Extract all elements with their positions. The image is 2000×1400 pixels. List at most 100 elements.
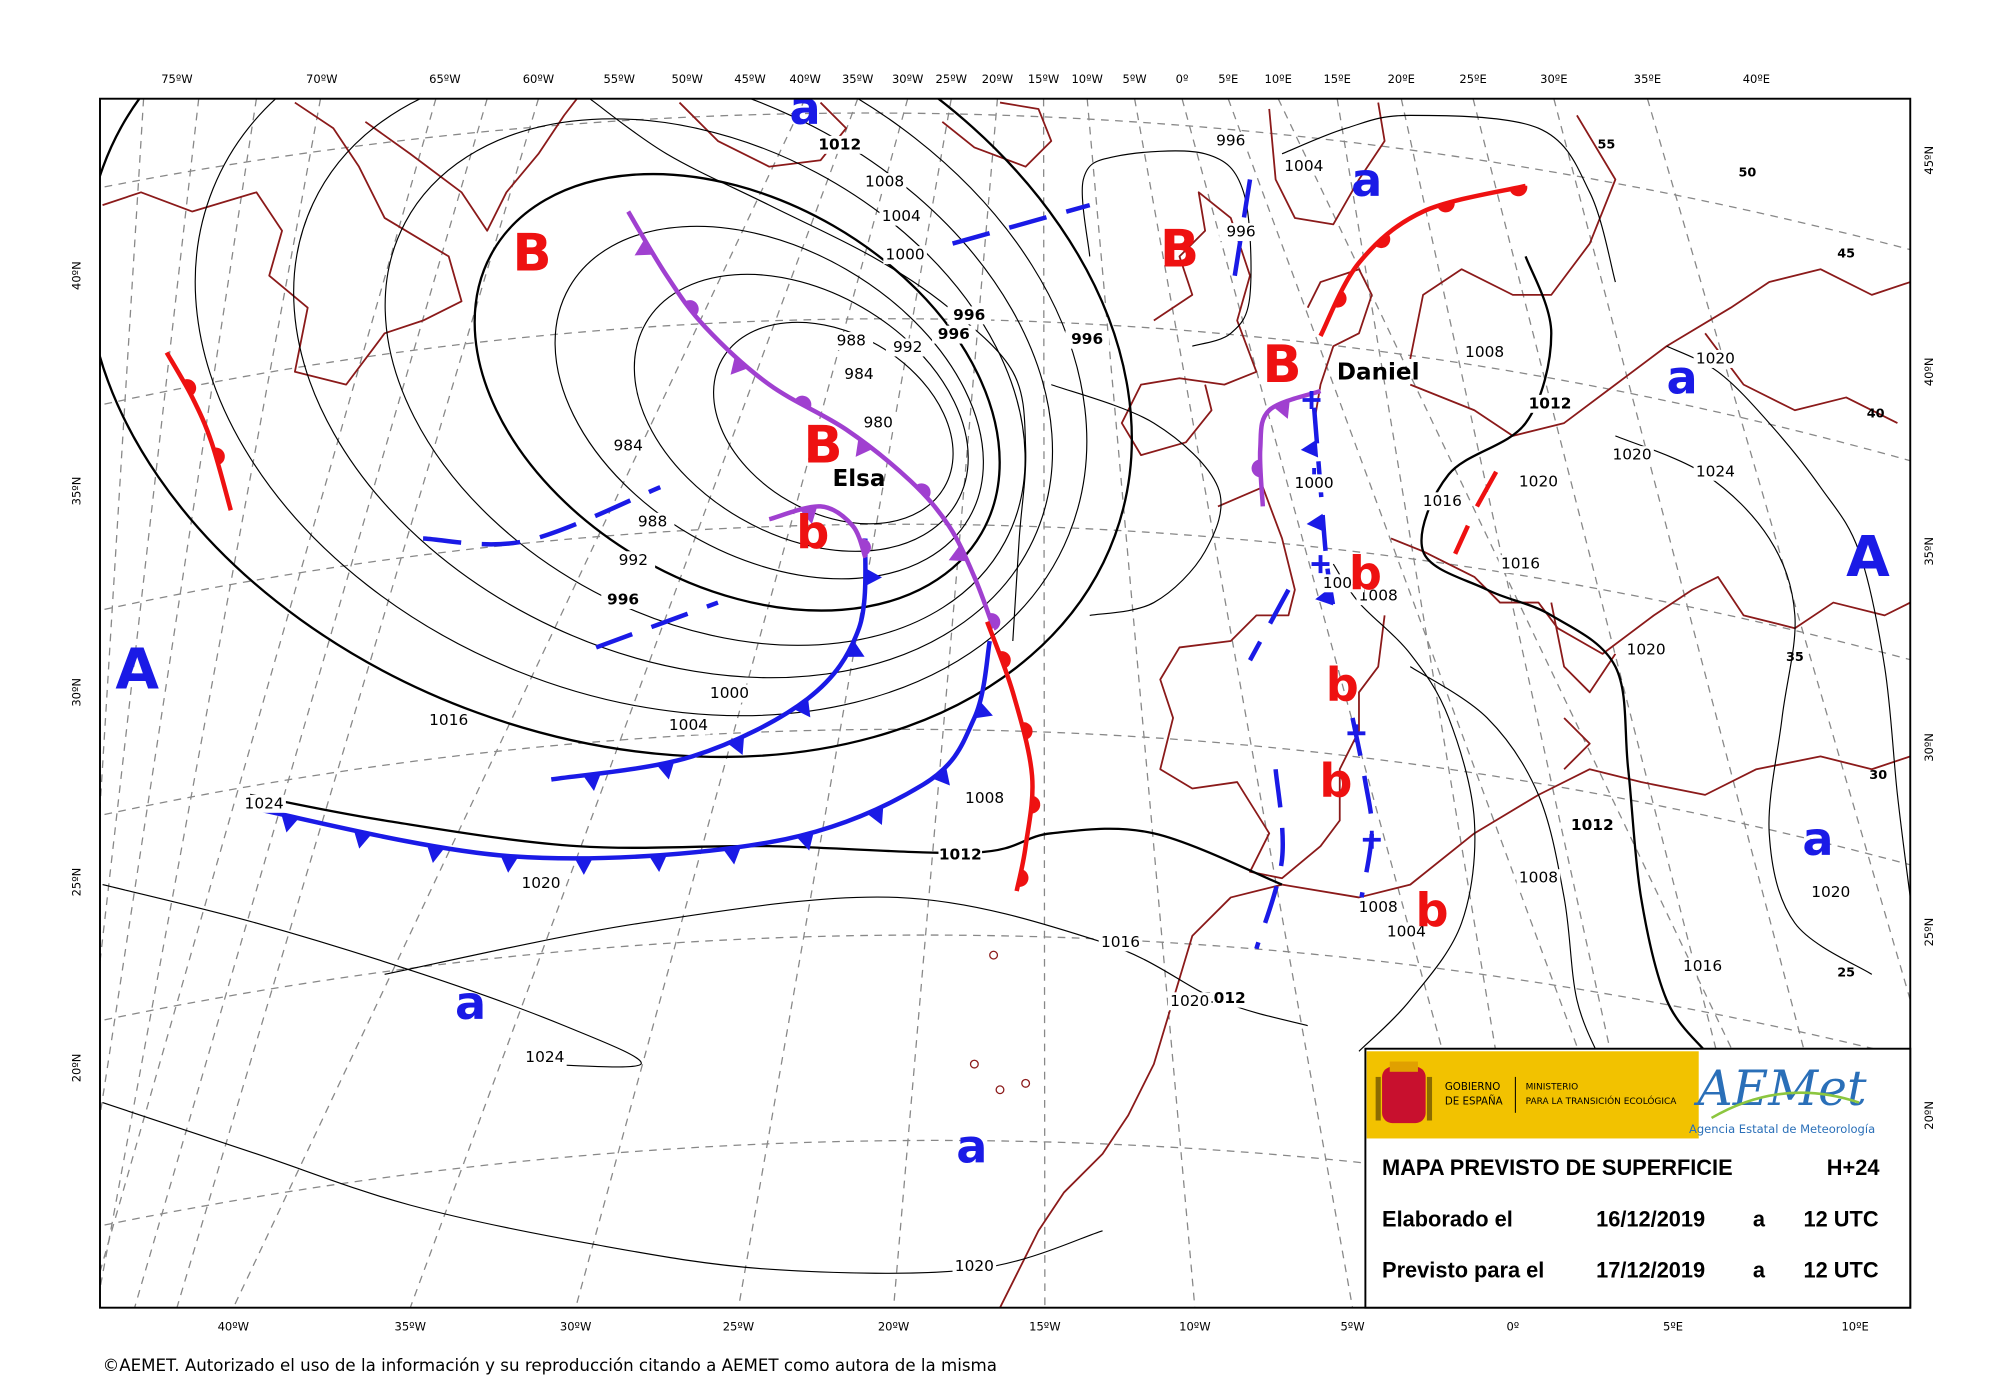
front-semicircle [915, 483, 931, 499]
front [249, 640, 992, 861]
bottom-longitude: 5ºE [1663, 1319, 1683, 1333]
left-latitude: 35ºN [69, 477, 83, 506]
front-triangle [1306, 513, 1324, 532]
isobar-label-bg [630, 512, 675, 531]
coastline [1409, 114, 1617, 360]
isobar-label-bg [856, 414, 900, 433]
isobar [1409, 666, 1604, 1065]
isobar-label: 980 [864, 414, 893, 432]
legend-text: 17/12/2019 [1596, 1258, 1705, 1283]
isobar-label-bg [1320, 574, 1365, 593]
isobar-label-bg [1516, 869, 1561, 888]
emblem-shield [1382, 1066, 1426, 1124]
front-triangle [796, 832, 814, 851]
high-center: a [455, 976, 486, 1030]
meridian [100, 98, 322, 1289]
trough [1231, 179, 1253, 285]
front-triangle [500, 855, 519, 873]
bottom-longitude: 5ºW [1340, 1319, 1365, 1333]
isobar-label-bg [1693, 350, 1738, 368]
meridian [1553, 98, 1873, 1308]
isobar-label-bg [1356, 587, 1400, 606]
front-triangle [583, 773, 601, 791]
isobar-label-bg [862, 173, 907, 192]
isobar-label-bg [519, 874, 563, 893]
isobar-label: 1004 [669, 716, 708, 734]
isobar-label: 992 [619, 551, 648, 569]
isobar-label: 1012 [818, 135, 861, 153]
isobar-label-bg [1570, 816, 1615, 835]
isobar-label: 1000 [1295, 474, 1334, 492]
isobar-label-bg [1693, 462, 1738, 481]
legend-text: MAPA PREVISTO DE SUPERFICIE [1382, 1155, 1733, 1180]
front-semicircle [182, 379, 197, 396]
isobar-label: 992 [893, 338, 922, 356]
isobar [554, 225, 984, 580]
front-triangle [281, 814, 299, 833]
bottom-longitude: 0º [1506, 1319, 1519, 1333]
isobar [1420, 256, 1707, 1052]
coastline [999, 883, 1283, 1308]
front-triangle [1273, 400, 1290, 419]
isobar [249, 793, 1283, 886]
isobar-label: 1000 [710, 684, 749, 702]
front-semicircle [1021, 722, 1033, 740]
front-triangle [634, 239, 654, 256]
top-longitude: 5ºE [1218, 72, 1238, 86]
legend-text: a [1753, 1258, 1766, 1283]
isobar-label-bg [1098, 933, 1143, 952]
front-semicircle [1251, 459, 1261, 478]
bottom-longitude: 10ºW [1179, 1319, 1211, 1333]
isobar-label-bg [1292, 474, 1336, 493]
trough [595, 600, 719, 650]
front-triangle [974, 701, 993, 719]
isobar-label-bg [606, 437, 650, 456]
isobar-label: 1024 [525, 1048, 564, 1066]
agency-name: Agencia Estatal de Meteorología [1689, 1122, 1875, 1136]
coastline [1120, 191, 1258, 457]
trough [1254, 769, 1285, 950]
low-center: B [1160, 220, 1199, 280]
meridian [892, 98, 999, 1308]
isobar-label-bg [952, 1257, 997, 1276]
legend-text: a [1753, 1206, 1766, 1231]
top-longitude: 40ºW [789, 72, 821, 86]
isobar-label-bg [817, 135, 862, 154]
top-longitude: 40ºE [1743, 72, 1770, 86]
isobar-label-bg [1219, 223, 1263, 242]
isobar [293, 98, 1054, 679]
isobar-label-bg [1516, 473, 1561, 492]
graticule-label: 45 [1837, 246, 1855, 261]
isobar-label-bg [1498, 555, 1543, 574]
isobar-label-bg [426, 711, 471, 730]
isobar-label-bg [1528, 394, 1572, 413]
isobar-label: 1012 [939, 846, 982, 864]
front-semicircle [684, 300, 699, 317]
isobar-label-bg [1356, 898, 1400, 917]
high-center: a [956, 1120, 987, 1174]
isobar-label-bg [829, 332, 874, 350]
meridian [409, 98, 859, 1308]
isobar-label-bg [1384, 923, 1429, 942]
coastline [1159, 486, 1386, 880]
isobar [100, 98, 1133, 759]
low-center: b [796, 505, 829, 559]
front-triangle [727, 736, 745, 756]
isobar-label: 1020 [1170, 992, 1209, 1010]
trough [1350, 717, 1375, 898]
isobar-label: 996 [1216, 132, 1245, 150]
isobar [1332, 563, 1476, 1052]
isobar-label: 1016 [1101, 933, 1140, 951]
isobar-label-bg [962, 789, 1007, 808]
high-center: a [1802, 812, 1833, 866]
isobar-label: 1020 [1519, 473, 1558, 491]
isobar-label-bg [666, 716, 711, 735]
isobar [1081, 150, 1252, 347]
isobar [384, 118, 1026, 646]
map-frame [99, 97, 1912, 1309]
isobar [194, 98, 1088, 717]
isobar-label: 1008 [1359, 898, 1398, 916]
front-triangle [574, 858, 593, 875]
